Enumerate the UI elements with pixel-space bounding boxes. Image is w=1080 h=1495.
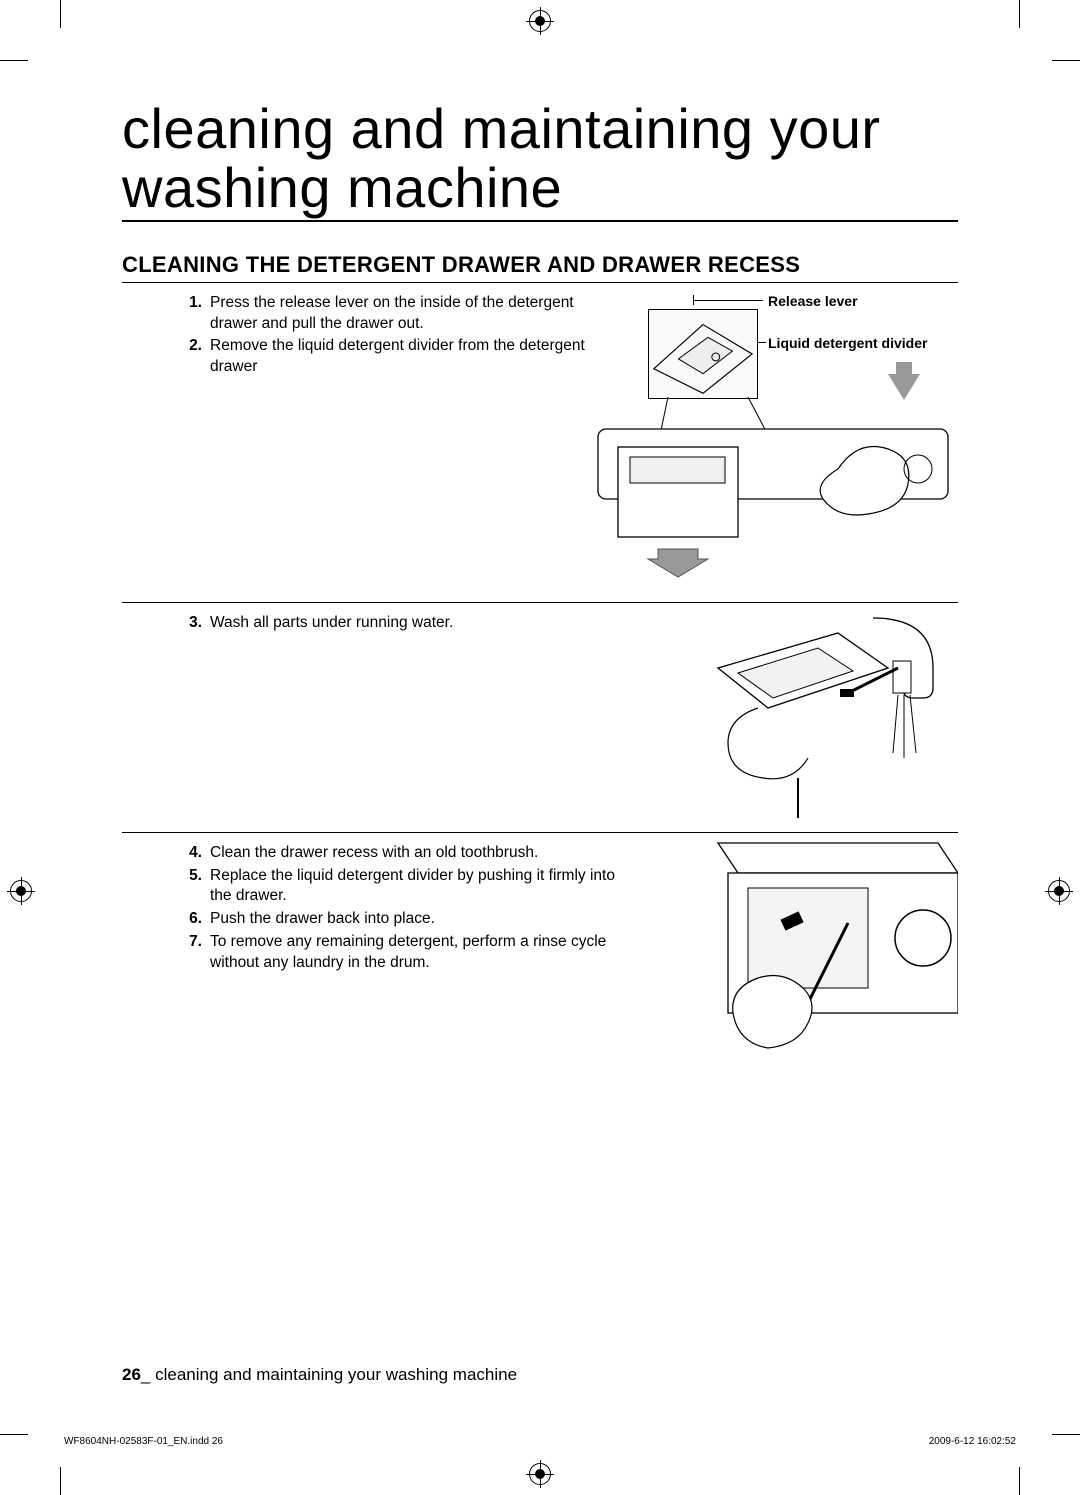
step-number: 1. — [182, 293, 210, 335]
steps-group: 3. Wash all parts under running water. — [122, 613, 592, 634]
registration-mark-icon — [10, 880, 32, 902]
step-item: 7. To remove any remaining detergent, pe… — [182, 932, 632, 974]
step-number: 7. — [182, 932, 210, 974]
step-text: Remove the liquid detergent divider from… — [210, 336, 592, 378]
callout-tick — [693, 295, 694, 305]
step-number: 3. — [182, 613, 210, 634]
timestamp-label: 2009-6-12 16:02:52 — [929, 1436, 1016, 1447]
step-item: 4. Clean the drawer recess with an old t… — [182, 843, 632, 864]
crop-mark — [1019, 0, 1020, 28]
step-item: 6. Push the drawer back into place. — [182, 909, 632, 930]
arrow-down-icon — [888, 374, 920, 400]
page-footer: 26_ cleaning and maintaining your washin… — [122, 1365, 517, 1385]
callout-release-lever: Release lever — [768, 293, 858, 309]
page-number: 26 — [122, 1365, 141, 1384]
steps-group: 1. Press the release lever on the inside… — [122, 293, 592, 379]
illustration-main — [588, 399, 958, 579]
instruction-block-3: 4. Clean the drawer recess with an old t… — [122, 833, 958, 1093]
section-title: CLEANING THE DETERGENT DRAWER AND DRAWER… — [122, 252, 958, 283]
crop-mark — [1052, 60, 1080, 61]
step-text: Push the drawer back into place. — [210, 909, 632, 930]
source-file-label: WF8604NH-02583F-01_EN.indd 26 — [64, 1436, 223, 1447]
step-text: To remove any remaining detergent, perfo… — [210, 932, 632, 974]
chapter-title: cleaning and maintaining your washing ma… — [122, 100, 958, 222]
step-number: 4. — [182, 843, 210, 864]
registration-mark-icon — [529, 10, 551, 32]
step-number: 6. — [182, 909, 210, 930]
wash-parts-icon — [698, 613, 958, 818]
instruction-block-1: 1. Press the release lever on the inside… — [122, 283, 958, 603]
crop-mark — [1052, 1434, 1080, 1435]
footer-text: cleaning and maintaining your washing ma… — [155, 1365, 517, 1384]
step-text: Replace the liquid detergent divider by … — [210, 866, 632, 908]
crop-mark — [1019, 1467, 1020, 1495]
steps-group: 4. Clean the drawer recess with an old t… — [122, 843, 632, 975]
illustration-inset — [648, 309, 758, 399]
crop-mark — [0, 60, 28, 61]
drawer-pull-icon — [588, 399, 958, 579]
illustration-area — [698, 833, 958, 1073]
step-number: 2. — [182, 336, 210, 378]
step-text: Press the release lever on the inside of… — [210, 293, 592, 335]
clean-recess-icon — [698, 833, 958, 1073]
callout-leader-line — [693, 300, 763, 301]
step-item: 3. Wash all parts under running water. — [182, 613, 592, 634]
crop-mark — [60, 1467, 61, 1495]
crop-mark — [0, 1434, 28, 1435]
step-text: Clean the drawer recess with an old toot… — [210, 843, 632, 864]
registration-mark-icon — [529, 1463, 551, 1485]
footer-separator: _ — [141, 1365, 155, 1384]
registration-mark-icon — [1048, 880, 1070, 902]
callout-liquid-divider: Liquid detergent divider — [768, 335, 927, 351]
page-content: cleaning and maintaining your washing ma… — [122, 100, 958, 1093]
step-item: 2. Remove the liquid detergent divider f… — [182, 336, 592, 378]
step-item: 5. Replace the liquid detergent divider … — [182, 866, 632, 908]
drawer-detail-icon — [649, 309, 757, 399]
crop-mark — [60, 0, 61, 28]
step-text: Wash all parts under running water. — [210, 613, 592, 634]
instruction-block-2: 3. Wash all parts under running water. — [122, 603, 958, 833]
step-number: 5. — [182, 866, 210, 908]
step-item: 1. Press the release lever on the inside… — [182, 293, 592, 335]
illustration-area — [698, 613, 958, 818]
